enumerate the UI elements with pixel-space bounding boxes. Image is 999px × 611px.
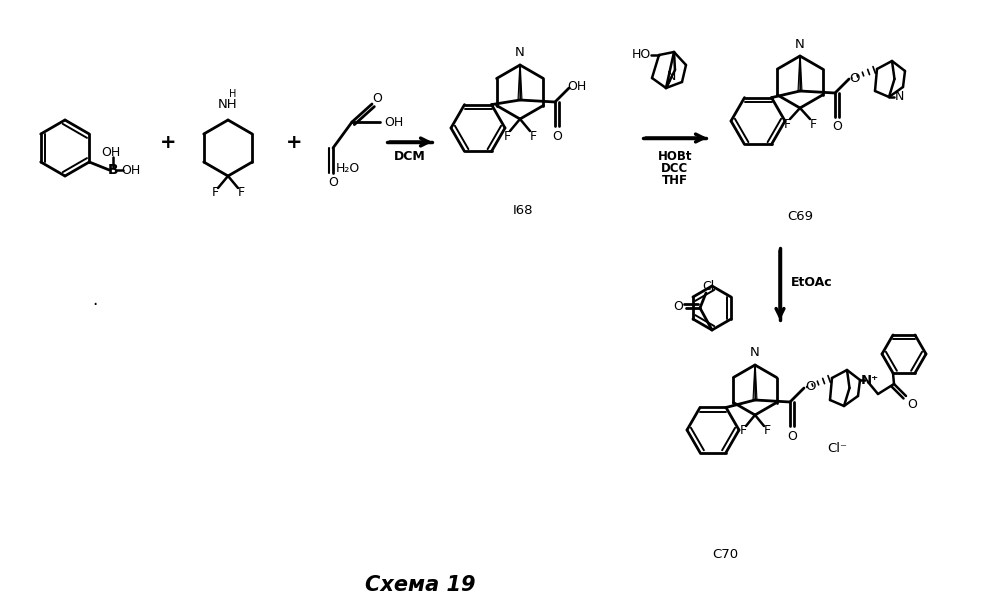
Text: O: O	[372, 92, 382, 106]
Text: .: .	[92, 291, 98, 309]
Text: +: +	[160, 133, 176, 152]
Text: O: O	[787, 430, 797, 442]
Text: OH: OH	[102, 145, 121, 158]
Text: N: N	[750, 346, 760, 359]
Text: F: F	[212, 186, 219, 200]
Text: F: F	[809, 117, 816, 131]
Text: O: O	[850, 71, 860, 84]
Text: O: O	[805, 381, 815, 393]
Text: Схема 19: Схема 19	[365, 575, 476, 595]
Text: F: F	[503, 130, 510, 142]
Text: Cl: Cl	[702, 279, 714, 293]
Text: Cl⁻: Cl⁻	[827, 442, 847, 455]
Text: +: +	[286, 133, 303, 152]
Text: N: N	[666, 70, 675, 82]
Text: OH: OH	[122, 164, 141, 177]
Text: O: O	[907, 398, 917, 411]
Text: EtOAc: EtOAc	[791, 276, 833, 288]
Text: DCM: DCM	[395, 150, 426, 164]
Text: F: F	[783, 117, 790, 131]
Text: H₂O: H₂O	[336, 161, 360, 175]
Text: B: B	[108, 163, 119, 177]
Text: OH: OH	[385, 115, 404, 128]
Text: THF: THF	[662, 174, 688, 186]
Text: N: N	[795, 37, 805, 51]
Text: HO: HO	[631, 48, 650, 62]
Text: F: F	[529, 130, 536, 142]
Text: F: F	[763, 425, 770, 437]
Text: HOBt: HOBt	[657, 150, 692, 163]
Text: O: O	[832, 120, 842, 133]
Text: OH: OH	[567, 79, 586, 92]
Text: F: F	[238, 186, 245, 200]
Text: N⁺: N⁺	[861, 373, 879, 387]
Text: DCC: DCC	[661, 161, 688, 175]
Text: N: N	[894, 90, 904, 103]
Text: O: O	[673, 299, 683, 312]
Text: C69: C69	[787, 211, 813, 224]
Text: I68: I68	[512, 203, 533, 216]
Text: O: O	[552, 130, 561, 142]
Text: N: N	[515, 45, 524, 59]
Text: O: O	[328, 177, 338, 189]
Text: NH: NH	[218, 98, 238, 111]
Text: F: F	[739, 425, 746, 437]
Text: C70: C70	[712, 549, 738, 562]
Text: H: H	[230, 89, 237, 99]
